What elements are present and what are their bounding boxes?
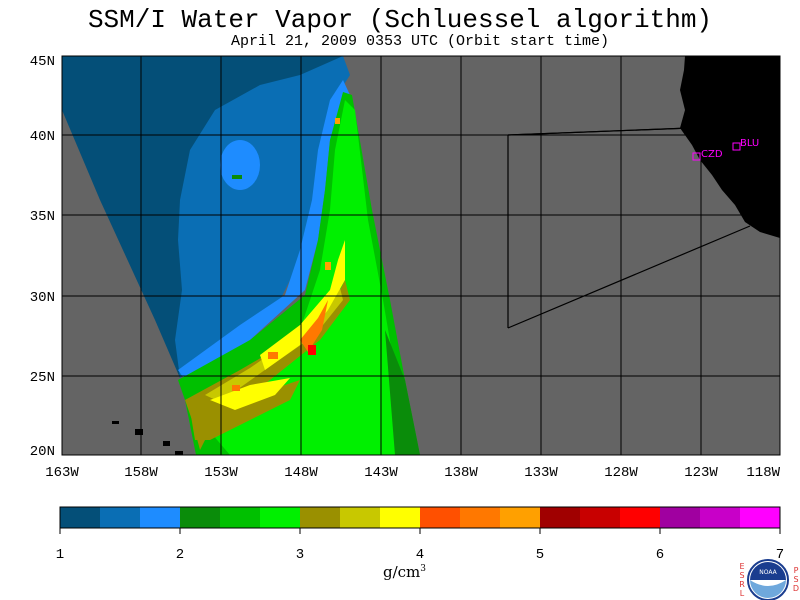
unit-sup: 3	[420, 564, 427, 574]
lon-label: 143W	[364, 465, 398, 481]
lat-labels: 45N 40N 35N 30N 25N 20N	[30, 54, 55, 460]
colorbar-tick-label: 4	[416, 547, 424, 563]
colorbar-swatch	[700, 507, 741, 528]
colorbar-swatch	[140, 507, 181, 528]
swath-orange-core	[300, 300, 328, 352]
station-blu-label: BLU	[740, 138, 759, 149]
colorbar-swatch	[60, 507, 101, 528]
lon-label: 158W	[124, 465, 158, 481]
lon-label: 163W	[45, 465, 79, 481]
swath-yellow-lower	[210, 378, 290, 410]
station-czd-label: CZD	[701, 149, 723, 160]
colorbar-swatch	[500, 507, 541, 528]
colorbar-swatch	[340, 507, 381, 528]
colorbar-swatch	[460, 507, 501, 528]
swath-mid-vapor	[175, 56, 350, 378]
colorbar-tick-label: 7	[776, 547, 784, 563]
lon-label: 148W	[284, 465, 318, 481]
colorbar-swatch	[300, 507, 341, 528]
flight-track-2	[507, 127, 691, 136]
map-frame	[61, 55, 781, 456]
swath-blue-patch	[220, 140, 260, 190]
island-4	[175, 451, 183, 455]
colorbar-tick-label: 5	[536, 547, 544, 563]
colorbar-tick-label: 1	[56, 547, 64, 563]
lon-label: 153W	[204, 465, 238, 481]
swath-orange-speck-3	[232, 385, 240, 391]
lon-label: 123W	[684, 465, 718, 481]
swath-bright-green	[200, 100, 400, 455]
island-1	[112, 421, 119, 424]
unit-text: g/cm	[383, 563, 421, 581]
lon-label: 138W	[444, 465, 478, 481]
land-north-america	[680, 56, 780, 238]
island-2	[135, 429, 143, 435]
island-3	[163, 441, 170, 446]
noaa-logo: NOAA	[747, 559, 789, 600]
colorbar-swatch	[580, 507, 621, 528]
lon-label: 133W	[524, 465, 558, 481]
colorbar-swatch	[260, 507, 301, 528]
lon-label: 118W	[746, 465, 780, 481]
page-subtitle: April 21, 2009 0353 UTC (Orbit start tim…	[230, 33, 610, 50]
colorbar-ticks: 1 2 3 4 5 6 7	[56, 528, 784, 563]
colorbar	[60, 507, 781, 528]
colorbar-swatch	[740, 507, 781, 528]
colorbar-swatch	[220, 507, 261, 528]
colorbar-swatch	[180, 507, 221, 528]
colorbar-swatch	[660, 507, 701, 528]
lat-label: 35N	[30, 209, 55, 225]
colorbar-swatch	[420, 507, 461, 528]
swath-yellow-band	[205, 280, 343, 402]
station-blu-marker	[732, 142, 741, 151]
swath-light-blue	[178, 80, 350, 380]
colorbar-swatch	[620, 507, 661, 528]
swath-orange-speck-1	[268, 352, 278, 359]
colorbar-tick-label: 3	[296, 547, 304, 563]
lat-label: 45N	[30, 54, 55, 70]
lat-label: 25N	[30, 370, 55, 386]
lat-label: 20N	[30, 444, 55, 460]
station-czd-marker	[692, 152, 701, 161]
colorbar-swatch	[540, 507, 581, 528]
flight-track-3	[507, 225, 751, 329]
colorbar-tick-label: 6	[656, 547, 664, 563]
colorbar-swatch	[380, 507, 421, 528]
lat-label: 40N	[30, 129, 55, 145]
swath-orange-speck-2	[325, 262, 331, 270]
lon-labels: 163W 158W 153W 148W 143W 138W 133W 128W …	[45, 465, 780, 481]
swath-orange-speck-4	[335, 118, 340, 124]
lon-label: 128W	[604, 465, 638, 481]
logo-center-text: NOAA	[759, 569, 777, 576]
map-gridlines	[62, 56, 780, 455]
swath-dark-green	[385, 330, 420, 455]
swath-red-core	[308, 345, 316, 355]
page-title: SSM/I Water Vapor (Schluessel algorithm)	[87, 5, 713, 35]
colorbar-swatch	[100, 507, 141, 528]
colorbar-unit: g/cm3	[383, 563, 426, 581]
swath-green-speck	[232, 175, 242, 179]
colorbar-tick-label: 2	[176, 547, 184, 563]
lat-label: 30N	[30, 290, 55, 306]
